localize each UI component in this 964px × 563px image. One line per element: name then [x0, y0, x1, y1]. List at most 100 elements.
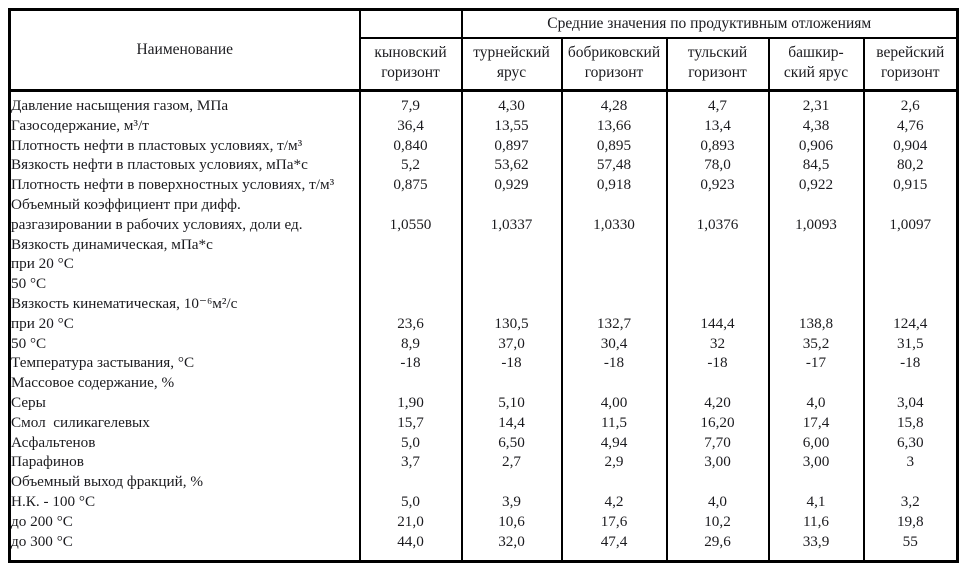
value-cell: 130,5: [460, 313, 563, 334]
value-cell: 4,20: [665, 392, 770, 413]
value-cell: -18: [560, 353, 668, 374]
value-cell: [862, 234, 959, 255]
value-cell: 144,4: [665, 313, 770, 334]
column-header-row: кыновский горизонт турнейский ярус бобриковс…: [10, 38, 959, 92]
value-cell: 0,897: [460, 135, 563, 156]
table-row: Температура застывания, °С -18 -18 -18 -18 -1…: [8, 353, 959, 374]
value-cell: 3,9: [460, 491, 563, 512]
value-cell: 19,8: [862, 511, 959, 532]
value-cell: -18: [460, 353, 563, 374]
value-cell: 4,94: [560, 432, 668, 453]
table-row: Массовое содержание, %: [8, 373, 959, 393]
table-row: Вязкость кинематическая, 10⁻⁶м²/с: [8, 293, 959, 314]
value-cell: 124,4: [862, 313, 959, 334]
column-header-kynovsky: кыновский горизонт: [358, 38, 463, 92]
value-cell: [862, 472, 959, 492]
value-cell: [767, 194, 865, 215]
row-label: при 20 °С: [8, 254, 361, 275]
value-cell: [358, 274, 463, 294]
value-cell: 10,2: [665, 511, 770, 532]
value-cell: 35,2: [767, 333, 865, 354]
value-cell: 3,2: [862, 491, 959, 512]
row-label: Объемный выход фракций, %: [8, 472, 361, 492]
value-cell: 30,4: [560, 333, 668, 354]
row-label: Плотность нефти в поверхностных условиях…: [8, 175, 361, 195]
value-cell: 0,922: [767, 175, 865, 195]
value-cell: 33,9: [767, 531, 865, 552]
table-row: 50 °С 8,9 37,0 30,4 32 35,2 31,5: [8, 333, 959, 354]
table-row: Газосодержание, м³/т 36,4 13,55 13,66 13,4 4,…: [8, 115, 959, 136]
value-cell: 80,2: [862, 155, 959, 176]
value-cell: [560, 254, 668, 275]
column-header-line1: тульский: [687, 44, 748, 61]
value-cell: 0,918: [560, 175, 668, 195]
row-label: Серы: [8, 392, 361, 413]
row-label: до 200 °С: [8, 511, 361, 532]
value-cell: 1,0330: [560, 214, 668, 235]
table-row: Давление насыщения газом, МПа 7,9 4,30 4,28…: [8, 90, 959, 116]
value-cell: 4,30: [460, 90, 563, 116]
value-cell: 55: [862, 531, 959, 552]
value-cell: 3,00: [767, 452, 865, 473]
value-cell: 6,00: [767, 432, 865, 453]
spacer-cell: [665, 551, 770, 562]
value-cell: 4,1: [767, 491, 865, 512]
value-cell: 36,4: [358, 115, 463, 136]
value-cell: 138,8: [767, 313, 865, 334]
value-cell: [560, 293, 668, 314]
table-row: Асфальтенов 5,0 6,50 4,94 7,70 6,00 6,30: [8, 432, 959, 453]
value-cell: [358, 293, 463, 314]
value-cell: 4,76: [862, 115, 959, 136]
value-cell: 2,9: [560, 452, 668, 473]
column-header-line1: башкир-: [788, 44, 844, 61]
value-cell: [767, 234, 865, 255]
table-row: разгазировании в рабочих условиях, доли …: [8, 214, 959, 235]
row-label: Газосодержание, м³/т: [8, 115, 361, 136]
row-label: Вязкость динамическая, мПа*с: [8, 234, 361, 255]
value-cell: 13,66: [560, 115, 668, 136]
column-header-line1: турнейский: [473, 44, 550, 61]
value-cell: 47,4: [560, 531, 668, 552]
row-label: Вязкость кинематическая, 10⁻⁶м²/с: [8, 293, 361, 314]
value-cell: [665, 274, 770, 294]
column-header-turneysky: турнейский ярус: [460, 38, 563, 92]
value-cell: 1,90: [358, 392, 463, 413]
value-cell: -18: [665, 353, 770, 374]
table-row: Парафинов 3,7 2,7 2,9 3,00 3,00 3: [8, 452, 959, 473]
value-cell: 5,0: [358, 432, 463, 453]
column-header-bashkirsky: башкир-ский ярус: [767, 38, 865, 92]
table-row: Вязкость нефти в пластовых условиях, мПа…: [8, 155, 959, 176]
column-header-line2: ярус: [496, 64, 527, 81]
value-cell: 11,5: [560, 412, 668, 433]
value-cell: 5,2: [358, 155, 463, 176]
value-cell: [358, 254, 463, 275]
value-cell: 4,38: [767, 115, 865, 136]
value-cell: -18: [358, 353, 463, 374]
column-header-tulsky: тульский горизонт: [665, 38, 770, 92]
value-cell: [358, 373, 463, 393]
column-header-line2: ский ярус: [783, 64, 849, 81]
value-cell: 3,04: [862, 392, 959, 413]
value-cell: 1,0550: [358, 214, 463, 235]
value-cell: -17: [767, 353, 865, 374]
spacer-cell: [560, 551, 668, 562]
value-cell: [358, 234, 463, 255]
value-cell: 2,31: [767, 90, 865, 116]
value-cell: -18: [862, 353, 959, 374]
value-cell: [767, 254, 865, 275]
value-cell: [767, 472, 865, 492]
spacer-cell: [460, 551, 563, 562]
value-cell: 4,2: [560, 491, 668, 512]
value-cell: 32: [665, 333, 770, 354]
value-cell: 10,6: [460, 511, 563, 532]
value-cell: [460, 293, 563, 314]
row-label: при 20 °С: [8, 313, 361, 334]
value-cell: 8,9: [358, 333, 463, 354]
value-cell: 0,915: [862, 175, 959, 195]
value-cell: 7,9: [358, 90, 463, 116]
value-cell: 17,4: [767, 412, 865, 433]
value-cell: [665, 254, 770, 275]
value-cell: [862, 373, 959, 393]
table-row: до 300 °С 44,0 32,0 47,4 29,6 33,9 55: [8, 531, 959, 552]
value-cell: 16,20: [665, 412, 770, 433]
